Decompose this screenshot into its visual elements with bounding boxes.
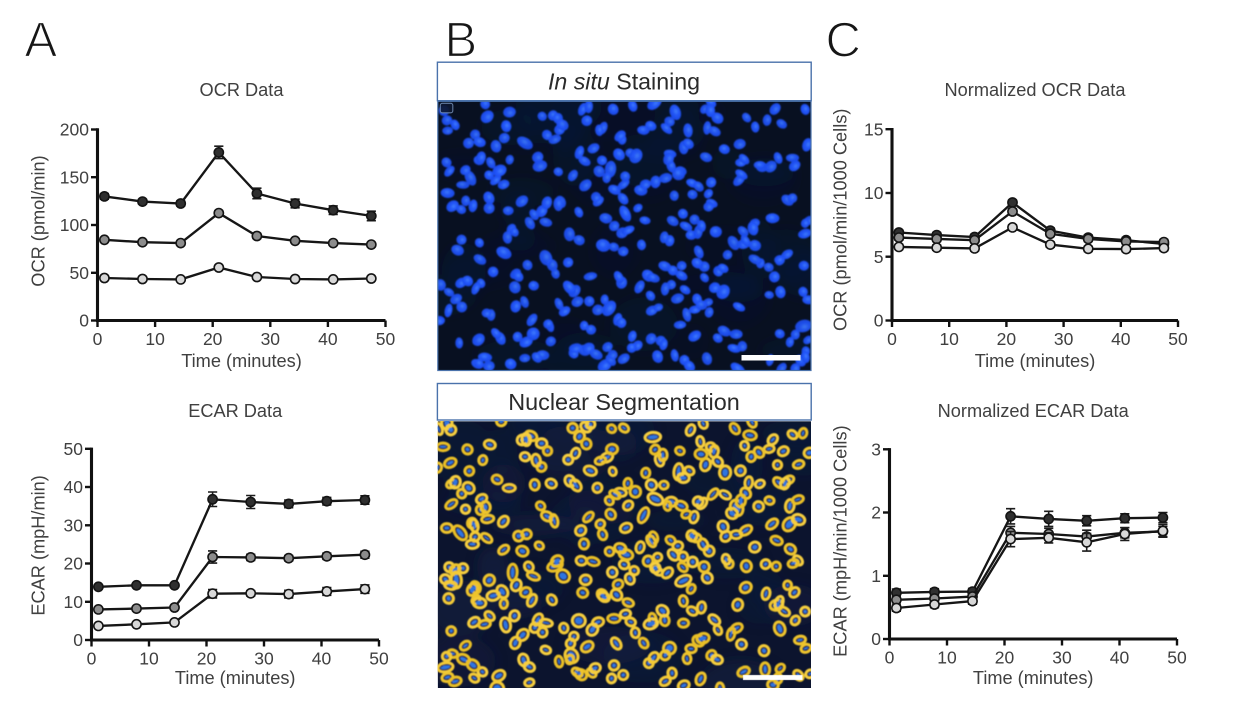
svg-text:Nuclear Segmentation: Nuclear Segmentation xyxy=(508,389,739,415)
svg-text:Time (minutes): Time (minutes) xyxy=(181,351,302,371)
svg-text:0: 0 xyxy=(887,329,897,349)
svg-text:40: 40 xyxy=(64,477,84,497)
svg-text:0: 0 xyxy=(79,311,89,331)
svg-text:Normalized ECAR Data: Normalized ECAR Data xyxy=(938,401,1130,421)
svg-text:30: 30 xyxy=(254,649,274,669)
svg-text:Normalized OCR Data: Normalized OCR Data xyxy=(945,80,1127,100)
svg-text:50: 50 xyxy=(70,263,90,283)
svg-text:5: 5 xyxy=(874,247,884,267)
svg-text:OCR (pmol/min/1000 Cells): OCR (pmol/min/1000 Cells) xyxy=(831,109,851,331)
svg-text:200: 200 xyxy=(60,120,89,140)
svg-text:40: 40 xyxy=(1110,648,1130,668)
svg-text:30: 30 xyxy=(1052,648,1072,668)
svg-text:10: 10 xyxy=(64,592,84,612)
svg-text:100: 100 xyxy=(60,215,89,235)
svg-text:50: 50 xyxy=(1167,648,1187,668)
svg-text:150: 150 xyxy=(60,167,89,187)
svg-text:0: 0 xyxy=(73,630,83,650)
svg-text:0: 0 xyxy=(87,649,97,669)
svg-text:20: 20 xyxy=(64,554,84,574)
svg-text:40: 40 xyxy=(318,329,338,349)
svg-text:B: B xyxy=(445,14,478,68)
svg-text:40: 40 xyxy=(312,649,332,669)
svg-text:OCR Data: OCR Data xyxy=(200,80,285,100)
svg-text:0: 0 xyxy=(93,329,103,349)
svg-text:20: 20 xyxy=(995,648,1015,668)
svg-text:20: 20 xyxy=(203,329,223,349)
svg-text:50: 50 xyxy=(64,439,84,459)
svg-text:50: 50 xyxy=(1168,329,1188,349)
svg-text:30: 30 xyxy=(1054,329,1074,349)
svg-text:20: 20 xyxy=(197,649,217,669)
svg-text:0: 0 xyxy=(874,311,884,331)
svg-text:0: 0 xyxy=(871,629,881,649)
svg-text:Time (minutes): Time (minutes) xyxy=(975,351,1096,371)
svg-text:20: 20 xyxy=(997,329,1017,349)
svg-text:OCR (pmol/min): OCR (pmol/min) xyxy=(29,155,49,286)
svg-text:C: C xyxy=(826,14,861,68)
svg-text:0: 0 xyxy=(885,648,895,668)
svg-text:10: 10 xyxy=(139,649,159,669)
svg-text:1: 1 xyxy=(871,566,881,586)
svg-text:30: 30 xyxy=(64,516,84,536)
svg-text:10: 10 xyxy=(939,329,959,349)
svg-text:10: 10 xyxy=(864,183,884,203)
svg-text:50: 50 xyxy=(376,329,396,349)
svg-text:10: 10 xyxy=(937,648,957,668)
svg-text:10: 10 xyxy=(145,329,165,349)
svg-text:ECAR (mpH/min): ECAR (mpH/min) xyxy=(29,475,49,615)
svg-text:A: A xyxy=(25,14,58,68)
svg-text:50: 50 xyxy=(369,649,389,669)
svg-text:Time (minutes): Time (minutes) xyxy=(973,668,1094,688)
svg-text:Time (minutes): Time (minutes) xyxy=(175,668,296,688)
svg-text:ECAR (mpH/min/1000 Cells): ECAR (mpH/min/1000 Cells) xyxy=(831,425,851,656)
svg-text:3: 3 xyxy=(871,440,881,460)
svg-text:2: 2 xyxy=(871,503,881,523)
svg-text:30: 30 xyxy=(261,329,281,349)
svg-text:15: 15 xyxy=(864,119,883,139)
svg-text:40: 40 xyxy=(1111,329,1131,349)
svg-text:ECAR Data: ECAR Data xyxy=(188,401,283,421)
svg-text:In situ Staining: In situ Staining xyxy=(548,69,700,95)
